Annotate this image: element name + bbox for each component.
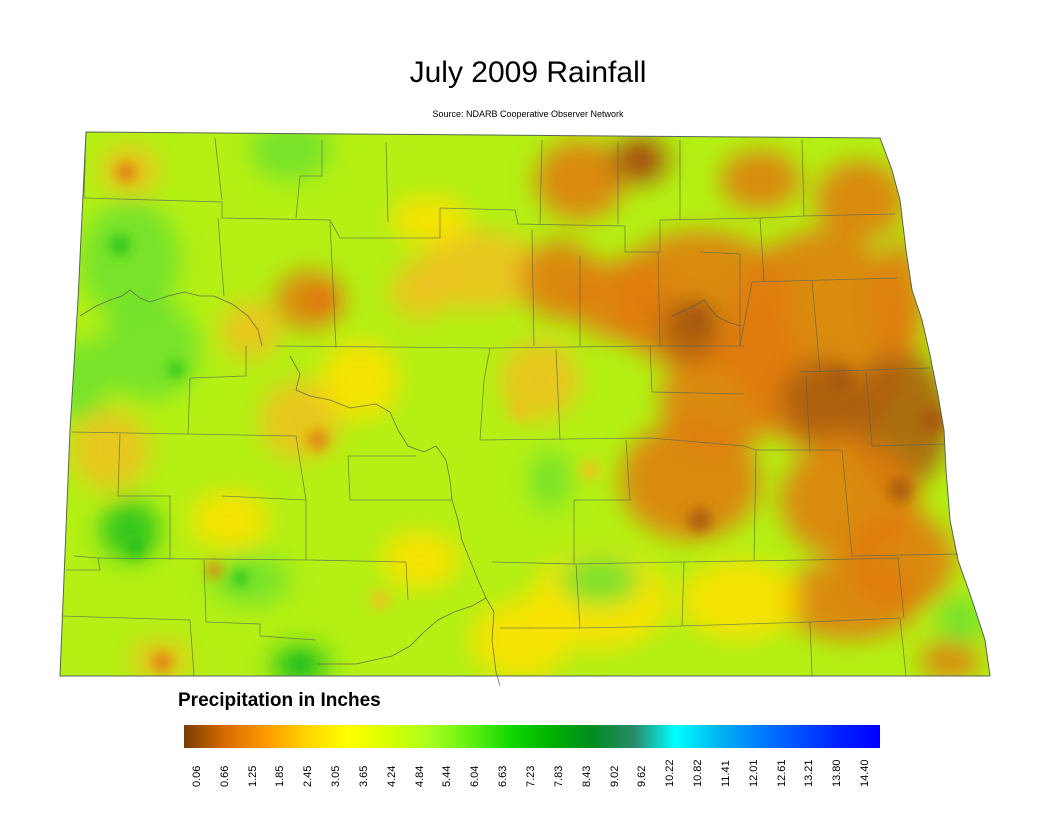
colorbar-tick-label: 2.45 — [302, 765, 315, 787]
colorbar-tick-label: 8.43 — [580, 765, 593, 787]
colorbar-tick-label: 4.84 — [413, 765, 426, 787]
county-lines — [61, 131, 959, 677]
colorbar-tick-label: 10.82 — [692, 759, 705, 787]
colorbar-tick-label: 12.01 — [747, 759, 760, 787]
colorbar-tick-label: 14.40 — [859, 759, 872, 787]
colorbar-tick-label: 1.85 — [274, 765, 287, 787]
colorbar-tick-label: 4.24 — [385, 765, 398, 787]
colorbar-tick-label: 5.44 — [441, 765, 454, 787]
map-title: July 2009 Rainfall — [409, 56, 647, 89]
colorbar-tick-label: 11.41 — [719, 760, 732, 787]
colorbar-tick-label: 10.22 — [664, 759, 677, 787]
colorbar-tick-label: 6.04 — [469, 765, 482, 787]
colorbar-tick-label: 7.23 — [525, 765, 537, 787]
colorbar-tick-label: 12.61 — [775, 759, 788, 787]
colorbar-tick-label: 3.65 — [357, 765, 370, 787]
precipitation-colorbar — [184, 725, 880, 748]
colorbar-tick-label: 9.02 — [608, 765, 621, 787]
colorbar-tick-label: 9.62 — [636, 765, 649, 787]
colorbar-tick-label: 0.66 — [218, 765, 231, 787]
colorbar-tick-label: 7.83 — [552, 765, 565, 787]
colorbar-tick-label: 1.25 — [246, 765, 259, 787]
colorbar-tick-label: 6.63 — [497, 765, 510, 787]
colorbar-tick-label: 13.21 — [803, 759, 816, 787]
state-outline — [59, 131, 991, 677]
colorbar-tick-label: 0.06 — [190, 765, 203, 787]
precipitation-field — [60, 132, 990, 676]
colorbar-tick-label: 13.80 — [831, 759, 844, 787]
map-subtitle: Source: NDARB Cooperative Observer Netwo… — [432, 109, 624, 119]
colorbar-tick-label: 3.05 — [330, 765, 343, 787]
legend-title: Precipitation in Inches — [178, 690, 381, 711]
river-lines — [79, 289, 741, 687]
